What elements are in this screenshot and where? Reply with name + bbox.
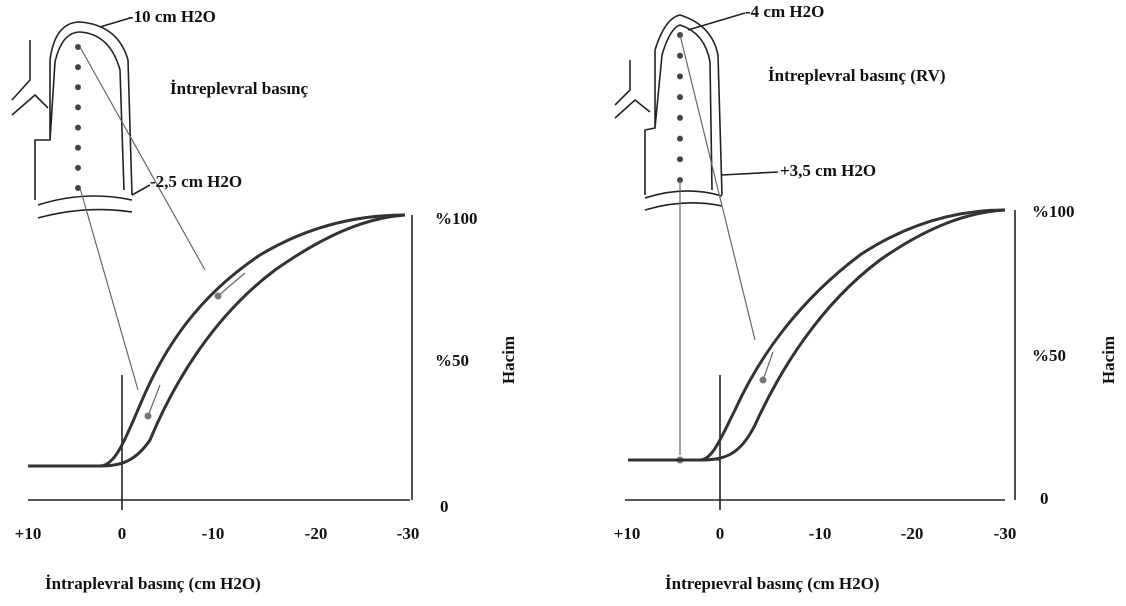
panel-title: İntreplevral basınç (RV)	[768, 66, 946, 85]
lung-outline	[614, 14, 723, 211]
y-tick-label: %100	[1032, 202, 1075, 221]
leader-line	[131, 184, 151, 196]
x-tick-label: -10	[809, 524, 832, 543]
inspiration-curve	[28, 213, 406, 468]
pressure-arrow	[79, 46, 246, 417]
airway-dot	[75, 84, 81, 91]
airway-dot	[677, 135, 683, 142]
x-tick-label: -30	[397, 524, 420, 543]
lung-label-bottom: +3,5 cm H2O	[780, 161, 876, 180]
y-tick-label: %100	[435, 209, 478, 228]
airway-dot	[75, 64, 81, 71]
x-tick-label: 0	[716, 524, 725, 543]
alveolus-dot	[759, 376, 767, 384]
leader-line	[721, 171, 779, 176]
airway-dot	[677, 94, 683, 101]
leader-line	[687, 12, 746, 31]
x-tick-label: +10	[614, 524, 641, 543]
y-axis-label: Hacim	[499, 336, 518, 384]
panel-title: İntreplevral basınç	[170, 79, 309, 98]
airway-dot	[75, 144, 81, 151]
x-tick-label: -20	[901, 524, 924, 543]
airway-dot	[75, 44, 81, 50]
lung-label-top: -10 cm H2O	[128, 7, 216, 26]
y-axis-label: Hacim	[1099, 336, 1118, 384]
y-tick-label: %50	[435, 351, 469, 370]
x-tick-label: -10	[202, 524, 225, 543]
expiration-curve	[99, 213, 406, 468]
lung-outline	[11, 21, 133, 219]
airway-dot	[75, 104, 81, 111]
airway-dot	[75, 164, 81, 171]
inspiration-curve	[628, 208, 1006, 462]
y-tick-label: 0	[440, 497, 449, 516]
airway-dot	[677, 156, 683, 163]
airway-dot	[677, 114, 683, 121]
leader-line	[99, 17, 131, 28]
x-tick-label: 0	[118, 524, 127, 543]
airway-dot	[677, 73, 683, 80]
lung-label-top: -4 cm H2O	[745, 2, 824, 21]
alveolus-dot	[214, 292, 222, 300]
x-tick-label: -20	[305, 524, 328, 543]
airway-dot	[75, 185, 81, 191]
expiration-curve	[699, 208, 1006, 462]
pressure-arrow	[679, 34, 774, 461]
airway-dot	[677, 52, 683, 59]
y-tick-label: %50	[1032, 346, 1066, 365]
airway-dot	[75, 124, 81, 131]
x-axis-label: İntrepıevral basınç (cm H2O)	[665, 574, 880, 593]
lung-label-bottom: -2,5 cm H2O	[150, 172, 242, 191]
alveolus-dot	[144, 412, 152, 420]
x-tick-label: -30	[994, 524, 1017, 543]
x-axis-label: İntraplevral basınç (cm H2O)	[45, 574, 261, 593]
y-tick-label: 0	[1040, 489, 1049, 508]
x-tick-label: +10	[15, 524, 42, 543]
